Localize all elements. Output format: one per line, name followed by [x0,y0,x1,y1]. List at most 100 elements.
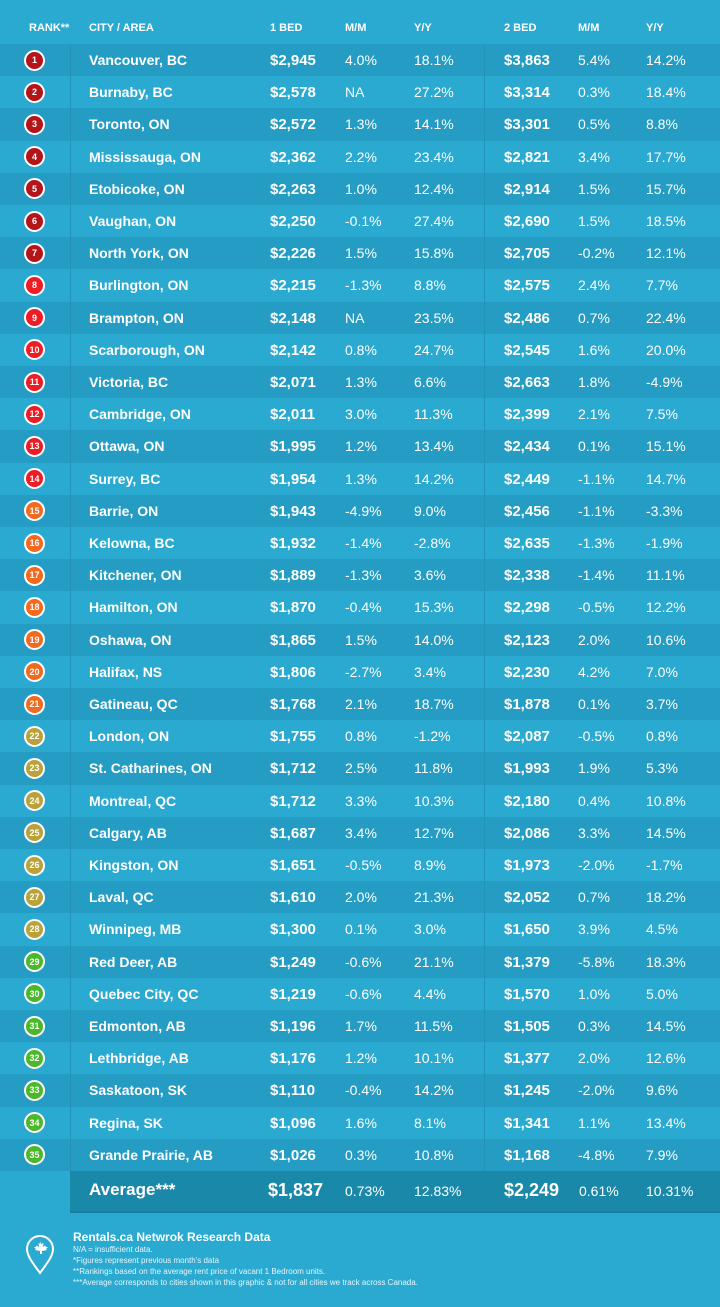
mm-2bed: -5.8% [578,953,615,970]
average-yy1: 12.83% [414,1183,462,1199]
mm-2bed: 1.9% [578,760,610,777]
yy-1bed: 4.4% [414,985,446,1002]
mm-1bed: 1.3% [345,470,377,487]
yy-2bed: 9.6% [646,1082,678,1099]
mm-2bed: 5.4% [578,52,610,68]
yy-1bed: 10.8% [414,1146,454,1163]
header-2bed: 2 BED [504,22,537,34]
yy-1bed: 18.7% [414,696,454,712]
rank-badge: 29 [24,951,45,973]
city-name: Etobicoke, ON [89,180,185,197]
yy-2bed: 20.0% [646,341,686,358]
rent-1bed: $1,249 [270,953,316,971]
yy-2bed: 10.6% [646,631,686,648]
rent-1bed: $2,142 [270,341,316,359]
yy-1bed: 23.5% [414,309,454,326]
rent-1bed: $2,250 [270,213,316,230]
mm-2bed: 2.0% [578,631,610,648]
table-row: 14 Surrey, BC $1,954 1.3% 14.2% $2,449 -1.1% 14… [0,463,720,495]
rent-1bed: $1,870 [270,599,316,617]
mm-1bed: 1.2% [345,1050,377,1067]
rank-badge: 32 [24,1047,45,1069]
yy-1bed: 10.3% [414,792,454,809]
yy-2bed: 15.1% [646,438,686,455]
rent-1bed: $1,768 [270,696,316,713]
yy-2bed: -1.7% [646,857,683,873]
mm-2bed: 1.6% [578,341,610,358]
rank-badge: 10 [24,339,45,361]
yy-1bed: 14.0% [414,631,454,648]
mm-1bed: 3.0% [345,406,377,423]
rent-1bed: $2,572 [270,116,316,134]
rent-2bed: $1,245 [504,1082,550,1100]
city-name: Lethbridge, AB [89,1050,189,1067]
mm-1bed: 2.1% [345,696,377,712]
rent-1bed: $2,148 [270,309,316,327]
yy-1bed: 8.1% [414,1114,446,1131]
yy-1bed: 15.3% [414,599,454,616]
table-row: 12 Cambridge, ON $2,011 3.0% 11.3% $2,399 2.1%… [0,398,720,430]
city-name: Gatineau, QC [89,696,178,712]
city-name: Kelowna, BC [89,535,175,551]
yy-2bed: 12.1% [646,245,686,262]
mm-2bed: -0.5% [578,728,615,745]
rank-badge: 16 [24,532,45,554]
rent-2bed: $1,878 [504,696,550,713]
mm-2bed: 0.4% [578,792,610,809]
table-row: 27 Laval, QC $1,610 2.0% 21.3% $2,052 0.7% 18.2… [0,881,720,914]
yy-2bed: 12.2% [646,599,686,616]
rent-2bed: $2,545 [504,341,550,359]
city-name: Burlington, ON [89,277,189,294]
table-row: 13 Ottawa, ON $1,995 1.2% 13.4% $2,434 0.1% 15.… [0,430,720,463]
mm-2bed: 3.3% [578,824,610,841]
rank-badge: 24 [24,790,45,812]
city-name: North York, ON [89,245,189,262]
mm-1bed: -0.4% [345,1082,382,1099]
yy-2bed: 14.7% [646,470,686,487]
rent-2bed: $1,650 [504,921,550,939]
yy-2bed: 4.5% [646,921,678,938]
city-name: Vancouver, BC [89,52,188,68]
mm-2bed: 2.1% [578,406,610,423]
yy-2bed: -1.9% [646,535,683,551]
yy-2bed: 8.8% [646,116,678,133]
rent-1bed: $1,176 [270,1050,316,1068]
rent-2bed: $2,399 [504,406,550,424]
table-row: 28 Winnipeg, MB $1,300 0.1% 3.0% $1,650 3.9% 4.… [0,913,720,945]
rent-1bed: $1,755 [270,728,316,746]
city-name: Victoria, BC [89,374,169,390]
footer-note: *Figures represent previous month's data [73,1256,220,1265]
rent-1bed: $1,712 [270,792,316,810]
rank-badge: 34 [24,1112,45,1134]
mm-2bed: -2.0% [578,1082,615,1099]
rank-badge: 8 [24,274,45,296]
city-name: Calgary, AB [89,824,167,841]
rent-1bed: $1,219 [270,985,316,1003]
mm-2bed: 1.1% [578,1114,610,1131]
rent-1bed: $1,610 [270,889,316,907]
mm-2bed: -1.3% [578,535,615,551]
rent-1bed: $1,110 [270,1082,316,1100]
mm-2bed: -0.5% [578,599,615,616]
rent-1bed: $2,578 [270,84,316,102]
mm-2bed: 0.1% [578,696,610,712]
rent-2bed: $2,230 [504,663,550,681]
rent-2bed: $3,301 [504,116,550,134]
rent-1bed: $1,932 [270,535,316,552]
rent-1bed: $1,651 [270,857,316,874]
mm-1bed: 2.2% [345,148,377,165]
mm-2bed: 1.5% [578,180,610,197]
city-name: Surrey, BC [89,470,161,487]
table-row: 7 North York, ON $2,226 1.5% 15.8% $2,705 -0.2… [0,237,720,270]
table-row: 25 Calgary, AB $1,687 3.4% 12.7% $2,086 3.3% 14… [0,816,720,849]
average-label: Average*** [89,1180,176,1199]
mm-1bed: -0.6% [345,953,382,970]
yy-1bed: 3.0% [414,921,446,938]
mm-2bed: -1.1% [578,470,615,487]
rent-1bed: $1,806 [270,663,316,681]
rent-2bed: $2,180 [504,792,550,810]
yy-1bed: 3.6% [414,567,446,584]
table-row: 29 Red Deer, AB $1,249 -0.6% 21.1% $1,379 -5.8… [0,945,720,978]
rank-badge: 22 [24,725,45,747]
rent-2bed: $2,086 [504,824,550,842]
